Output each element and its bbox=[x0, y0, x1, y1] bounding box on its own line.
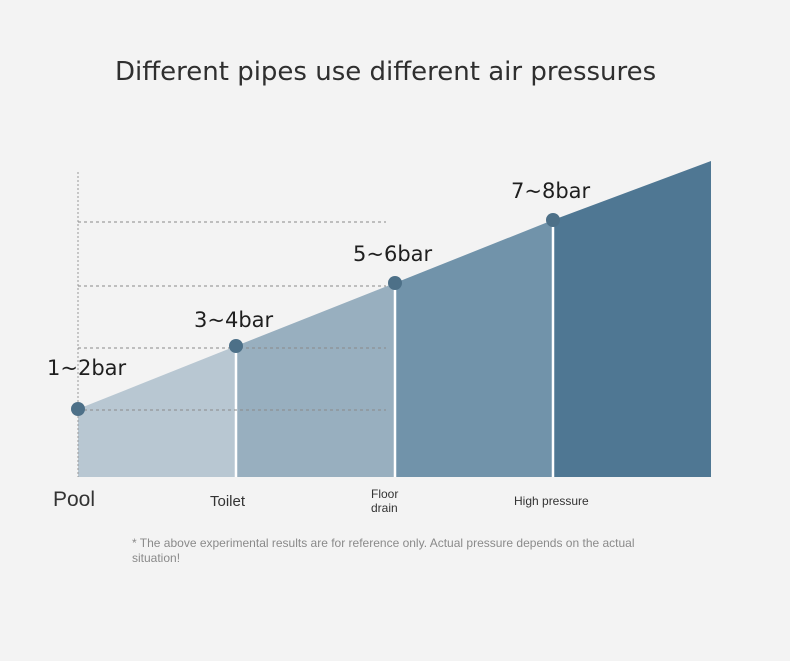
data-label-1: 1~2bar bbox=[47, 356, 127, 380]
category-label-2: Toilet bbox=[210, 493, 246, 510]
chart-title: Different pipes use different air pressu… bbox=[115, 57, 657, 87]
data-point-1 bbox=[71, 402, 85, 416]
data-label-4: 7~8bar bbox=[511, 179, 591, 203]
area-segment-3 bbox=[395, 220, 553, 477]
footnote: * The above experimental results are for… bbox=[132, 536, 635, 565]
data-point-2 bbox=[229, 339, 243, 353]
data-point-3 bbox=[388, 276, 402, 290]
category-label-4: High pressure bbox=[514, 494, 589, 508]
area-segment-1 bbox=[78, 346, 236, 477]
data-label-3: 5~6bar bbox=[353, 242, 433, 266]
category-label-1: Pool bbox=[53, 488, 95, 511]
data-point-4 bbox=[546, 213, 560, 227]
area-segment-4 bbox=[553, 161, 711, 477]
area-segment-2 bbox=[236, 283, 395, 477]
category-label-3: Floor drain bbox=[371, 487, 398, 515]
data-label-2: 3~4bar bbox=[194, 308, 274, 332]
